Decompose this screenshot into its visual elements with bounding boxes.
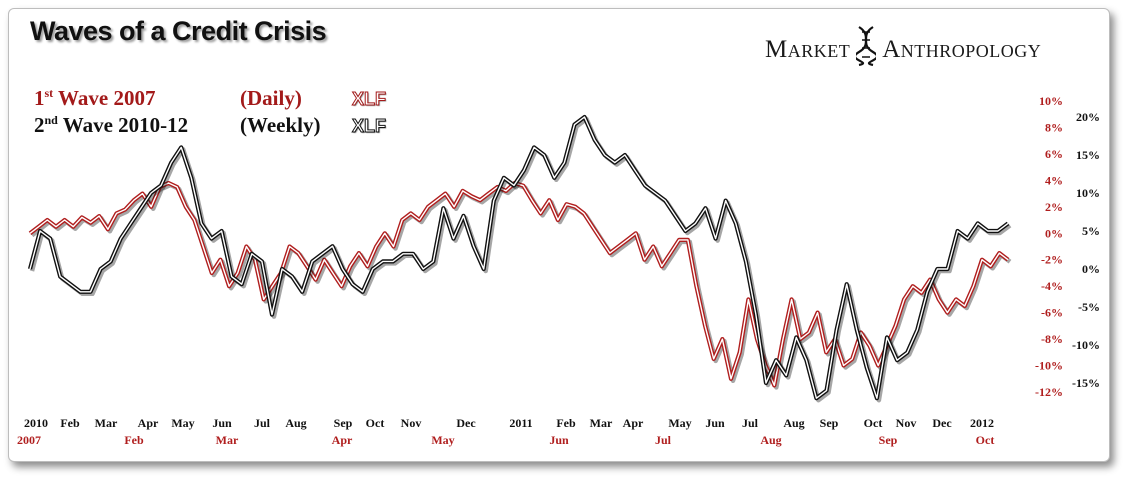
chart-frame xyxy=(8,8,1110,462)
x-tick-label-wave2: Aug xyxy=(285,416,306,430)
legend-wave1-ticker: XLF xyxy=(352,89,387,110)
legend-wave1-freq: (Daily) xyxy=(240,86,302,110)
x-tick-label-wave1: Mar xyxy=(216,433,239,447)
x-tick-label-wave1: Aug xyxy=(760,433,781,447)
x-tick-label-wave2: Oct xyxy=(366,416,385,430)
x-tick-label-wave2: Apr xyxy=(623,416,644,430)
series-wave1-line-core xyxy=(29,182,1009,387)
x-tick-label-wave2: Sep xyxy=(820,416,839,430)
brand-word-left: Market xyxy=(765,35,851,63)
x-tick-label-wave1: Jul xyxy=(655,433,672,447)
y-tick-label-wave2: 20% xyxy=(1076,110,1100,124)
x-tick-label-wave2: Nov xyxy=(896,416,917,430)
series-wave2-line xyxy=(27,114,1012,403)
y-tick-label-wave2: 15% xyxy=(1076,148,1100,162)
x-tick-label-wave2: 2012 xyxy=(970,416,994,430)
x-tick-label-wave2: Apr xyxy=(138,416,159,430)
x-tick-label-wave2: 2011 xyxy=(509,416,532,430)
x-tick-label-wave2: Oct xyxy=(864,416,883,430)
x-tick-label-wave1: Apr xyxy=(332,433,353,447)
y-tick-label-wave1: 2% xyxy=(1045,200,1063,214)
y-tick-label-wave1: -6% xyxy=(1041,306,1063,320)
y-tick-label-wave1: 10% xyxy=(1039,94,1063,108)
x-tick-label-wave2: Aug xyxy=(783,416,804,430)
y-tick-label-wave2: -15% xyxy=(1072,376,1100,390)
x-tick-label-wave1: Sep xyxy=(879,433,898,447)
y-tick-label-wave2: 10% xyxy=(1076,186,1100,200)
series-wave1-line xyxy=(28,180,1012,390)
series-wave2-line-core xyxy=(29,116,1009,399)
y-tick-label-wave1: -10% xyxy=(1035,359,1063,373)
x-tick-label-wave2: Dec xyxy=(932,416,952,430)
x-tick-label-wave2: Dec xyxy=(456,416,476,430)
y-tick-label-wave2: -5% xyxy=(1078,300,1100,314)
y-tick-label-wave1: 8% xyxy=(1045,120,1063,134)
y-tick-label-wave1: -8% xyxy=(1041,332,1063,346)
x-tick-label-wave2: Mar xyxy=(95,416,118,430)
brand-word-right: Anthropology xyxy=(882,35,1042,63)
x-tick-label-wave2: Nov xyxy=(401,416,422,430)
x-tick-label-wave2: Feb xyxy=(60,416,80,430)
y-tick-label-wave1: -2% xyxy=(1041,253,1063,267)
dna-helix-icon xyxy=(854,26,879,73)
legend-wave2-period: 2nd Wave 2010-12 xyxy=(34,113,189,137)
legend-wave1-period: 1st Wave 2007 xyxy=(34,86,156,110)
x-tick-label-wave2: Jul xyxy=(742,416,759,430)
x-tick-label-wave2: Jun xyxy=(212,416,232,430)
x-tick-label-wave1: Jun xyxy=(549,433,569,447)
x-tick-label-wave1: Oct xyxy=(976,433,995,447)
x-tick-label-wave1: Feb xyxy=(124,433,144,447)
x-tick-label-wave2: Sep xyxy=(334,416,353,430)
x-tick-label-wave2: Jul xyxy=(254,416,271,430)
y-tick-label-wave1: 6% xyxy=(1045,147,1063,161)
y-tick-label-wave1: -12% xyxy=(1035,385,1063,399)
y-tick-label-wave2: 0% xyxy=(1082,262,1100,276)
y-tick-label-wave1: 4% xyxy=(1045,173,1063,187)
y-tick-label-wave2: -10% xyxy=(1072,338,1100,352)
x-tick-label-wave2: Feb xyxy=(556,416,576,430)
y-tick-label-wave1: 0% xyxy=(1045,226,1063,240)
legend-wave1: 1st Wave 2007 (Daily) XLF xyxy=(34,86,387,111)
y-tick-label-wave2: 5% xyxy=(1082,224,1100,238)
x-tick-label-wave2: 2010 xyxy=(24,416,48,430)
x-tick-label-wave2: May xyxy=(171,416,194,430)
legend-wave2: 2nd Wave 2010-12 (Weekly) XLF xyxy=(34,113,387,138)
brand-logo: Market Anthropology xyxy=(765,26,1041,73)
x-tick-label-wave2: Mar xyxy=(590,416,613,430)
legend-wave2-ticker: XLF xyxy=(352,116,387,137)
legend-wave2-freq: (Weekly) xyxy=(240,113,321,137)
chart-title: Waves of a Credit Crisis xyxy=(30,16,327,46)
x-tick-label-wave2: May xyxy=(668,416,691,430)
y-tick-label-wave1: -4% xyxy=(1041,279,1063,293)
x-tick-label-wave2: Jun xyxy=(705,416,725,430)
x-tick-label-wave1: May xyxy=(431,433,454,447)
x-tick-label-wave1: 2007 xyxy=(17,433,41,447)
